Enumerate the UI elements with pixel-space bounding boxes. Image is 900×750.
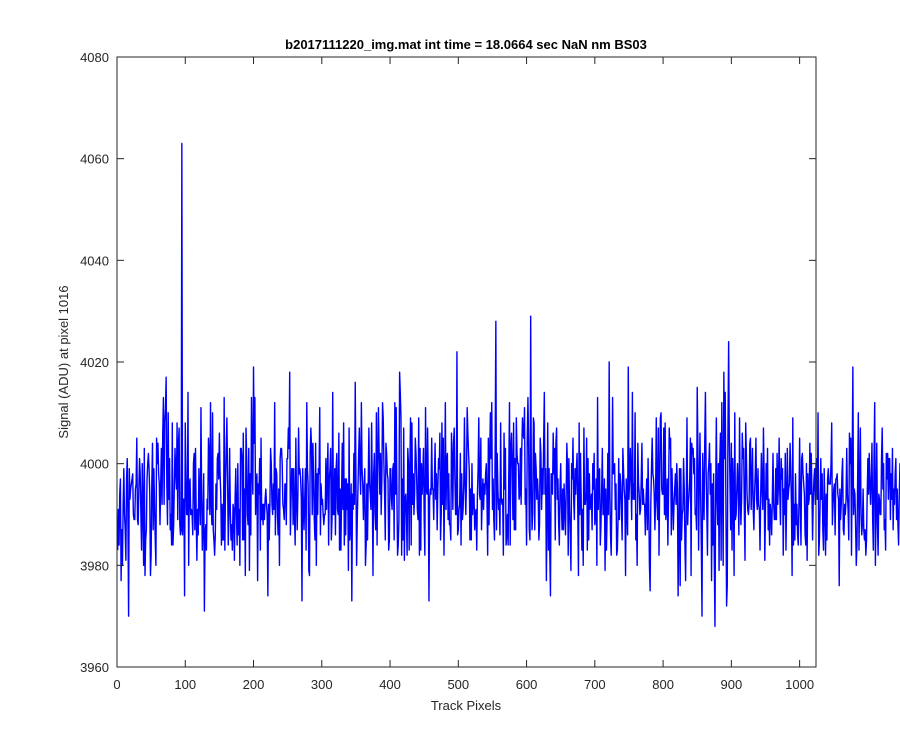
y-tick-label: 4040 [80,253,109,268]
x-axis-label: Track Pixels [431,698,502,713]
series-layer [116,142,900,628]
x-tick-label: 700 [584,677,606,692]
x-tick-label: 200 [243,677,265,692]
x-tick-label: 0 [113,677,120,692]
y-tick-label: 4060 [80,152,109,167]
y-tick-label: 4000 [80,457,109,472]
y-tick-label: 4080 [80,50,109,65]
x-tick-label: 400 [379,677,401,692]
y-axis-label: Signal (ADU) at pixel 1016 [56,285,71,438]
ticks-layer: 0 100 200 300 400 500 600 700 800 900 1000 3960 3980… [80,50,816,692]
x-tick-label: 900 [721,677,743,692]
x-tick-label: 300 [311,677,333,692]
y-tick-label: 3980 [80,558,109,573]
axes-box [116,56,817,668]
x-tick-label: 100 [174,677,196,692]
x-tick-label: 1000 [785,677,814,692]
x-tick-label: 600 [516,677,538,692]
y-tick-label: 4020 [80,355,109,370]
plot-area [117,57,816,667]
chart-title: b2017111220_img.mat int time = 18.0664 s… [285,37,647,52]
x-tick-label: 800 [652,677,674,692]
x-tick-label: 500 [447,677,469,692]
series-line [116,142,900,628]
y-tick-label: 3960 [80,660,109,675]
